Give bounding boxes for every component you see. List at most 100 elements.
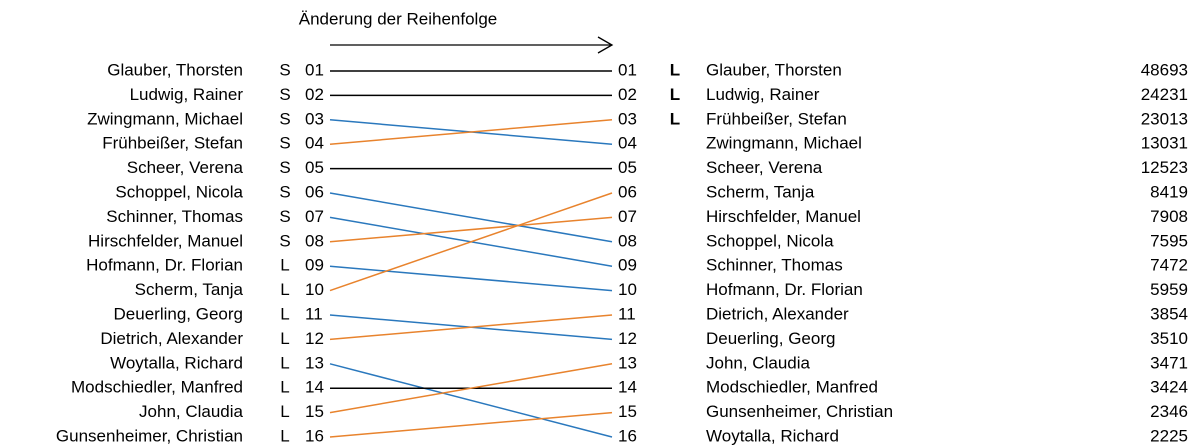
left-list: L [280, 402, 289, 421]
votes: 5959 [1150, 280, 1188, 299]
votes: 8419 [1150, 182, 1188, 201]
rank-change-line [329, 411, 613, 438]
right-name: Scheer, Verena [706, 158, 823, 177]
left-name: Schinner, Thomas [106, 207, 243, 226]
left-rank: 07 [305, 207, 324, 226]
rank-change-line [329, 363, 613, 438]
left-rank: 04 [305, 134, 324, 153]
left-list: L [280, 256, 289, 275]
left-list: L [280, 378, 289, 397]
right-name: Schinner, Thomas [706, 256, 843, 275]
right-rank: 03 [618, 109, 637, 128]
right-name: Hofmann, Dr. Florian [706, 280, 863, 299]
right-list: L [670, 85, 680, 104]
left-rank: 02 [305, 85, 324, 104]
votes: 23013 [1141, 109, 1188, 128]
left-name: Dietrich, Alexander [100, 329, 243, 348]
left-list: S [279, 182, 290, 201]
right-name: Glauber, Thorsten [706, 60, 842, 79]
left-name: Scheer, Verena [127, 158, 244, 177]
right-rank: 11 [618, 304, 636, 323]
right-name: Ludwig, Rainer [706, 85, 820, 104]
votes: 7595 [1150, 231, 1188, 250]
votes: 3471 [1150, 353, 1188, 372]
left-name: Schoppel, Nicola [115, 182, 243, 201]
votes: 3510 [1150, 329, 1188, 348]
right-rank: 10 [618, 280, 637, 299]
right-name: Modschiedler, Manfred [706, 378, 878, 397]
rank-change-line [329, 314, 613, 341]
left-rank: 08 [305, 231, 324, 250]
left-list: L [280, 329, 289, 348]
left-name: Woytalla, Richard [110, 353, 243, 372]
right-rank: 07 [618, 207, 637, 226]
right-name: Schoppel, Nicola [706, 231, 834, 250]
right-rank: 16 [618, 426, 637, 445]
left-name: Scherm, Tanja [135, 280, 244, 299]
right-name: Hirschfelder, Manuel [706, 207, 861, 226]
right-rank: 08 [618, 231, 637, 250]
left-rank: 16 [305, 426, 324, 445]
left-name: Hirschfelder, Manuel [88, 231, 243, 250]
right-rank: 09 [618, 256, 637, 275]
left-rank: 09 [305, 256, 324, 275]
left-rank: 03 [305, 109, 324, 128]
rank-change-line [329, 192, 613, 243]
left-list: L [280, 426, 289, 445]
left-rank: 01 [305, 60, 324, 79]
votes: 48693 [1141, 60, 1188, 79]
left-list: L [280, 304, 289, 323]
votes: 12523 [1141, 158, 1188, 177]
rank-change-line [329, 216, 613, 243]
right-name: Scherm, Tanja [706, 182, 815, 201]
votes: 7908 [1150, 207, 1188, 226]
right-rank: 02 [618, 85, 637, 104]
votes: 3424 [1150, 378, 1188, 397]
right-name: Zwingmann, Michael [706, 134, 862, 153]
rank-change-line [329, 192, 613, 292]
right-name: Woytalla, Richard [706, 426, 839, 445]
left-name: Zwingmann, Michael [87, 109, 243, 128]
left-list: S [279, 109, 290, 128]
right-rank: 05 [618, 158, 637, 177]
rank-change-line [329, 363, 613, 414]
left-name: Hofmann, Dr. Florian [86, 256, 243, 275]
left-rank: 05 [305, 158, 324, 177]
left-rank: 15 [305, 402, 324, 421]
right-rank: 01 [618, 60, 637, 79]
right-name: John, Claudia [706, 353, 811, 372]
left-name: Deuerling, Georg [114, 304, 243, 323]
right-rank: 15 [618, 402, 637, 421]
left-rank: 12 [305, 329, 324, 348]
left-name: Ludwig, Rainer [130, 85, 244, 104]
arrow-head [597, 36, 614, 54]
left-rank: 13 [305, 353, 324, 372]
left-list: S [279, 231, 290, 250]
left-list: L [280, 353, 289, 372]
left-list: S [279, 60, 290, 79]
left-list: S [279, 207, 290, 226]
rank-change-line [329, 119, 613, 145]
left-name: Glauber, Thorsten [107, 60, 243, 79]
right-rank: 06 [618, 182, 637, 201]
right-rank: 14 [618, 378, 637, 397]
votes: 3854 [1150, 304, 1188, 323]
left-list: S [279, 85, 290, 104]
left-list: L [280, 280, 289, 299]
votes: 13031 [1141, 134, 1188, 153]
left-rank: 11 [305, 304, 323, 323]
votes: 2225 [1150, 426, 1188, 445]
right-list: L [670, 60, 680, 79]
left-list: S [279, 134, 290, 153]
right-name: Deuerling, Georg [706, 329, 835, 348]
left-name: Modschiedler, Manfred [71, 378, 243, 397]
votes: 24231 [1141, 85, 1188, 104]
right-name: Frühbeißer, Stefan [706, 109, 847, 128]
right-name: Gunsenheimer, Christian [706, 402, 893, 421]
left-rank: 14 [305, 378, 324, 397]
left-name: Frühbeißer, Stefan [102, 134, 243, 153]
left-list: S [279, 158, 290, 177]
right-rank: 13 [618, 353, 637, 372]
title: Änderung der Reihenfolge [299, 9, 497, 28]
